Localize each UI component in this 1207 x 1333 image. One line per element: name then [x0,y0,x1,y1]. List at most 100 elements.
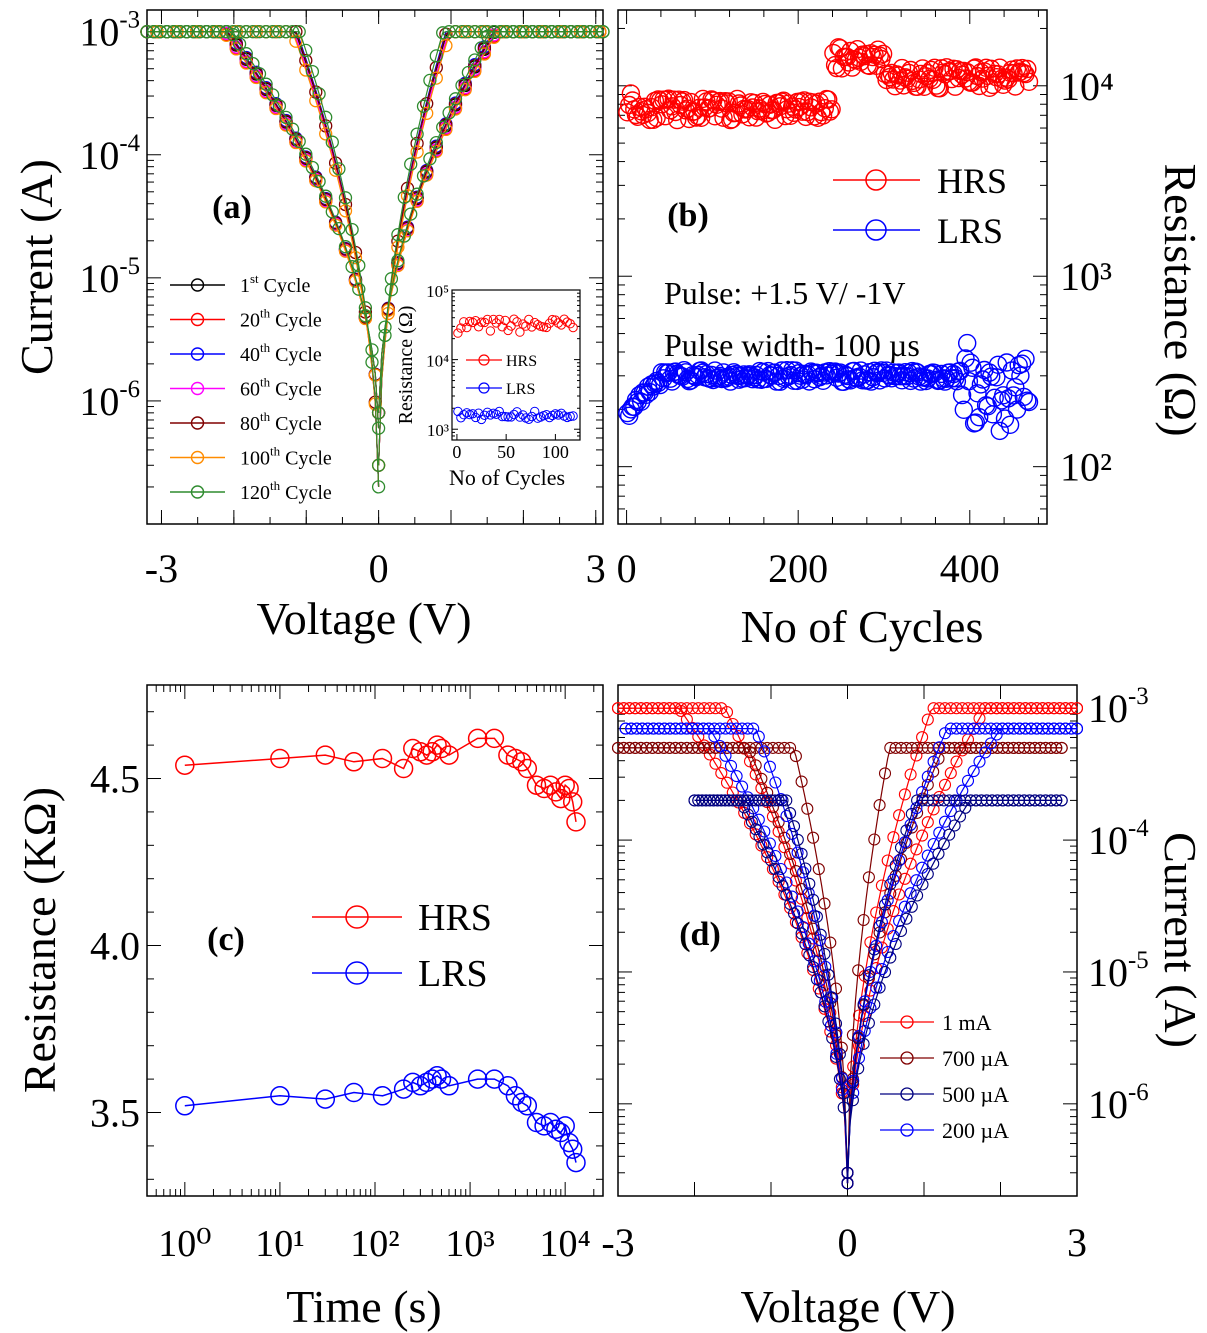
legend-label: HRS [418,897,492,939]
series-marker-hrs [566,812,586,832]
inset-hrs-marker [479,317,490,328]
iv-marker [423,152,437,166]
iv-marker [461,65,476,80]
hrs-marker [644,110,663,130]
iv-marker [596,25,610,39]
iv-marker [801,946,814,960]
panel-label-a: (a) [212,189,252,226]
iv-marker [305,64,320,79]
iv-marker [818,947,831,960]
hrs-marker [848,40,867,59]
legend-text: Cycle [270,379,322,401]
iv-marker [140,25,154,39]
inset-hrs-marker [556,320,566,330]
iv-marker [332,221,346,236]
panel-c: 10⁰ 10¹ 10² 10³ 10⁴ 4.5 4.0 3.5 Time (s) Resistan… [14,684,604,1332]
iv-marker [921,713,934,726]
iv-marker [937,838,950,851]
legend-suffix: th [270,444,281,459]
legend-suffix: th [260,375,271,390]
hrs-marker [638,103,658,123]
iv-marker [246,56,260,71]
iv-marker [898,872,911,885]
iv-marker [532,25,546,39]
iv-marker [309,170,323,185]
iv-marker [799,938,812,951]
iv-marker [868,833,881,846]
iv-marker [436,120,450,134]
lrs-marker [717,368,737,387]
iv-marker [345,222,359,237]
iv-marker [932,847,945,860]
iv-marker [961,774,975,787]
iv-marker [819,960,832,973]
legend-suffix: th [260,340,271,355]
inset-legend-marker [478,354,490,366]
iv-marker [810,973,823,986]
iv-marker [719,749,732,762]
legend-text: Cycle [280,482,332,504]
iv-marker [916,878,929,891]
hrs-marker [815,98,834,118]
panel-d: -3 0 3 10-3 10-4 10-5 10-6 Voltage (V) Current (… [601,683,1206,1332]
iv-marker [789,750,802,763]
iv-marker [852,1062,865,1075]
iv-marker [814,928,827,941]
inset-lrs-marker [459,410,469,420]
lrs-marker [995,409,1015,428]
iv-marker [776,794,789,807]
iv-marker [795,847,808,860]
iv-marker [474,25,488,39]
hrs-marker [793,102,812,121]
iv-marker [404,207,418,221]
iv-marker [365,355,379,369]
iv-marker [772,794,785,807]
iv-marker [384,283,399,297]
iv-marker [709,702,722,715]
iv-marker [292,25,306,39]
iv-marker [538,25,552,39]
iv-marker [713,739,726,753]
iv-marker [506,25,520,39]
panel-b: 0 200 400 10⁴ 10³ 10² No of Cycles Resistance (… [617,9,1206,652]
hrs-marker [832,59,852,78]
lrs-marker [707,369,726,388]
iv-marker [758,745,771,758]
iv-marker [289,34,303,48]
iv-marker [875,963,888,976]
legend-label: 1 mA [942,1010,992,1035]
iv-marker [747,722,760,735]
iv-marker [312,87,326,101]
iv-marker [279,25,293,39]
series-marker-hrs [344,752,364,772]
iv-marker [889,859,902,872]
iv-marker [410,136,424,151]
inset-hrs-marker [459,317,469,327]
lrs-marker [988,355,1008,374]
iv-curve-6 [378,31,603,466]
iv-marker [416,169,431,183]
iv-marker [345,260,359,274]
hrs-marker [1014,63,1033,83]
iv-marker [921,770,934,783]
legend-text: Cycle [280,448,332,470]
iv-marker [893,888,906,901]
inset-lrs-marker [509,409,519,420]
iv-marker [715,767,728,780]
inset-hrs-marker [515,327,525,337]
iv-marker [784,741,797,754]
series-marker-hrs [270,748,290,769]
iv-marker [266,88,280,102]
y-axis-label: Current (A) [1155,832,1206,1048]
iv-marker [487,25,501,39]
series-marker-lrs [540,1112,561,1133]
iv-marker [889,937,902,951]
iv-curve-4 [147,31,380,429]
iv-marker [807,893,820,906]
iv-marker [904,887,917,900]
iv-marker [894,924,908,938]
lrs-marker [963,358,982,377]
series-marker-lrs [498,1076,518,1096]
iv-marker [299,150,313,165]
series-marker-hrs [315,745,336,765]
